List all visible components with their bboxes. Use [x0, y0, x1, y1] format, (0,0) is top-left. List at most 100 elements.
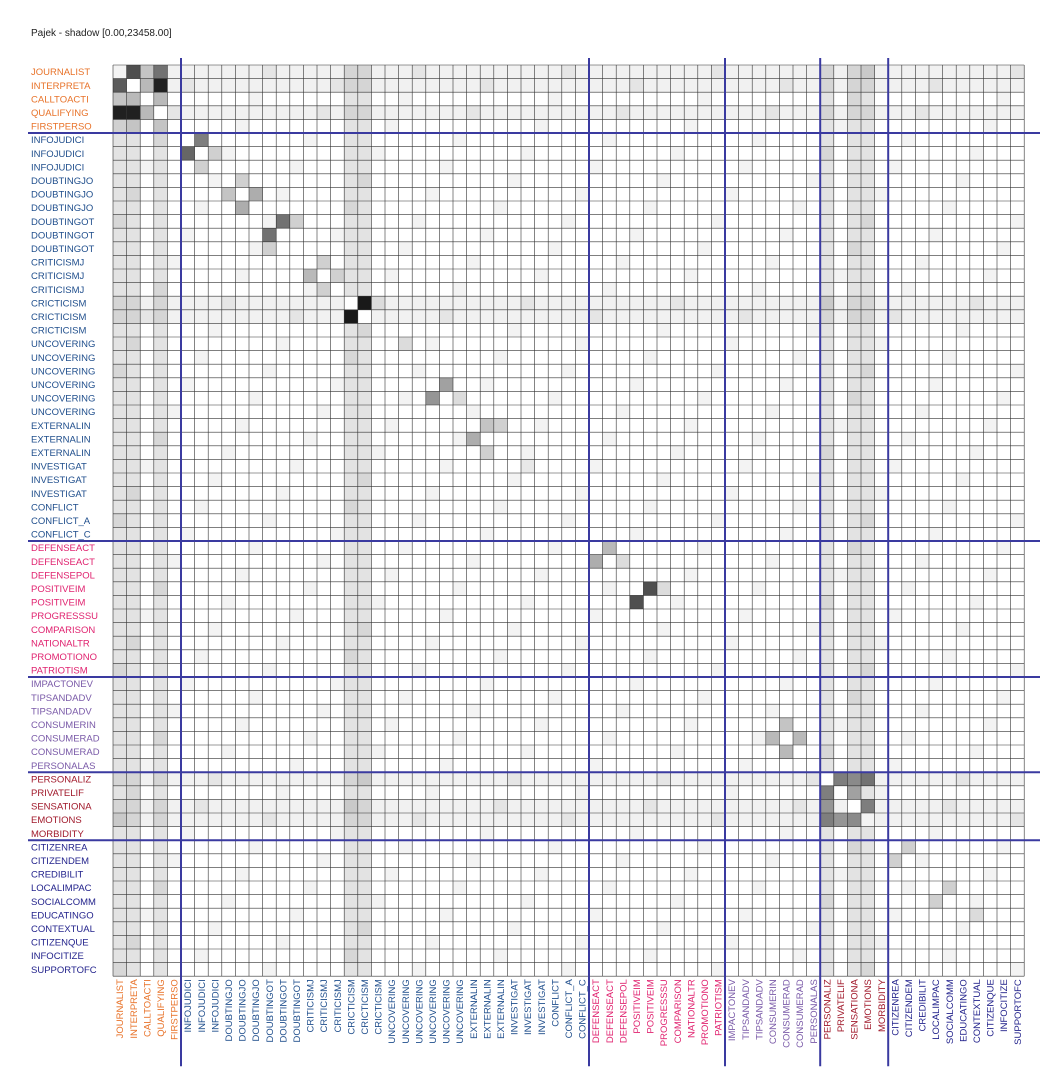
matrix-cell [1010, 663, 1025, 677]
matrix-cell [738, 908, 753, 922]
row-label: SOCIALCOMM [31, 897, 96, 908]
matrix-cell [330, 799, 345, 813]
matrix-cell [493, 500, 508, 514]
matrix-cell [779, 813, 793, 827]
matrix-cell [670, 799, 685, 813]
matrix-cell [140, 799, 154, 813]
matrix-cell [453, 309, 467, 324]
matrix-cell [113, 935, 127, 949]
matrix-cell [956, 772, 970, 786]
matrix-cell [806, 799, 821, 813]
column-label: CITIZENDEM [904, 979, 915, 1037]
matrix-cell [153, 282, 168, 297]
matrix-cell [575, 486, 589, 501]
matrix-cell [956, 799, 970, 813]
matrix-cell [820, 649, 834, 664]
matrix-cell [969, 813, 984, 827]
matrix-cell [344, 581, 358, 596]
matrix-cell [235, 173, 249, 188]
matrix-cell [262, 228, 277, 242]
row-label: PATRIOTISM [31, 666, 88, 677]
matrix-cell [276, 799, 290, 813]
matrix-cell [847, 445, 861, 460]
matrix-cell [317, 554, 331, 569]
matrix-cell [126, 609, 141, 623]
matrix-cell [847, 717, 861, 732]
matrix-cell [344, 717, 358, 732]
matrix-cell [357, 432, 372, 446]
matrix-cell [113, 758, 127, 773]
column-label: PROMOTIONO [700, 979, 711, 1045]
matrix-cell [113, 473, 127, 487]
matrix-cell [385, 105, 399, 120]
matrix-cell [453, 731, 467, 745]
matrix-cell [385, 568, 399, 582]
matrix-cell [942, 799, 957, 813]
matrix-cell [126, 663, 141, 677]
matrix-cell [521, 745, 535, 759]
matrix-cell [806, 296, 821, 310]
matrix-cell [847, 785, 861, 800]
matrix-cell [575, 785, 589, 800]
matrix-cell [643, 500, 657, 514]
matrix-cell [752, 581, 766, 596]
matrix-cell [521, 105, 535, 120]
row-label: INFOJUDICI [31, 149, 84, 160]
matrix-cell [167, 813, 181, 827]
matrix-cell [480, 772, 494, 786]
matrix-cell [942, 772, 957, 786]
matrix-cell [820, 160, 834, 174]
matrix-cell [140, 309, 154, 324]
matrix-cell [208, 296, 222, 310]
matrix-cell [820, 500, 834, 514]
matrix-cell [466, 772, 481, 786]
matrix-cell [480, 799, 494, 813]
matrix-cell [153, 541, 168, 555]
matrix-cell [235, 105, 249, 120]
matrix-cell [521, 65, 535, 79]
matrix-cell [602, 133, 617, 147]
matrix-cell [412, 772, 426, 786]
matrix-cell [357, 717, 372, 732]
matrix-cell [561, 105, 576, 120]
matrix-cell [861, 908, 875, 922]
matrix-cell [861, 704, 875, 718]
matrix-cell [820, 677, 834, 691]
row-label: INVESTIGAT [31, 462, 87, 473]
matrix-cell [330, 269, 345, 283]
matrix-cell [861, 690, 875, 705]
matrix-cell [371, 309, 385, 324]
column-label: IMPACTONEV [727, 979, 738, 1042]
matrix-cell [371, 296, 385, 310]
matrix-cell [847, 92, 861, 106]
matrix-cell [167, 105, 181, 120]
matrix-cell [167, 853, 181, 868]
matrix-cell [874, 636, 889, 650]
matrix-cell [303, 309, 317, 324]
matrix-cell [344, 214, 358, 229]
matrix-cell [969, 595, 984, 609]
matrix-cell [561, 663, 576, 677]
matrix-cell [874, 813, 889, 827]
matrix-cell [357, 255, 372, 269]
matrix-cell [317, 282, 331, 297]
matrix-cell [357, 677, 372, 691]
matrix-cell [126, 758, 141, 773]
matrix-cell [657, 813, 671, 827]
matrix-cell [249, 541, 263, 555]
matrix-cell [643, 813, 657, 827]
matrix-cell [684, 296, 698, 310]
matrix-cell [289, 78, 304, 93]
figure-title: Pajek - shadow [0.00,23458.00] [31, 28, 172, 39]
matrix-cell [765, 799, 780, 813]
matrix-cell [153, 813, 168, 827]
matrix-cell [629, 377, 644, 392]
matrix-cell [208, 146, 222, 161]
matrix-cell [861, 554, 875, 569]
matrix-cell [847, 269, 861, 283]
column-label: LOCALIMPAC [931, 979, 942, 1040]
matrix-cell [793, 201, 807, 215]
matrix-cell [942, 949, 957, 963]
matrix-cell [861, 459, 875, 473]
matrix-cell [262, 962, 277, 977]
